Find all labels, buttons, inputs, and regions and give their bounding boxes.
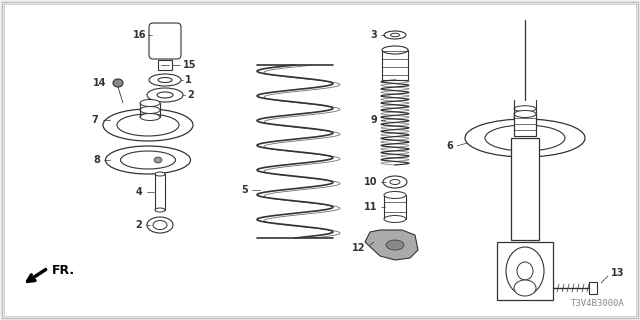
Text: 16: 16 xyxy=(133,30,147,40)
Text: 3: 3 xyxy=(371,30,377,40)
Text: 2: 2 xyxy=(187,90,194,100)
Text: 14: 14 xyxy=(93,78,106,88)
Ellipse shape xyxy=(147,217,173,233)
Ellipse shape xyxy=(390,33,399,37)
Ellipse shape xyxy=(382,46,408,54)
Ellipse shape xyxy=(155,208,165,212)
Ellipse shape xyxy=(514,132,536,138)
Bar xyxy=(382,50,408,80)
Ellipse shape xyxy=(514,106,536,112)
Text: 1: 1 xyxy=(185,75,192,85)
Text: 13: 13 xyxy=(611,268,625,278)
Text: 9: 9 xyxy=(371,115,377,125)
Ellipse shape xyxy=(383,176,407,188)
Ellipse shape xyxy=(117,114,179,136)
Ellipse shape xyxy=(485,125,565,151)
Ellipse shape xyxy=(514,110,536,117)
Ellipse shape xyxy=(103,109,193,141)
Text: 4: 4 xyxy=(135,187,142,197)
Ellipse shape xyxy=(514,123,536,129)
Ellipse shape xyxy=(514,115,536,121)
Ellipse shape xyxy=(506,247,544,295)
Ellipse shape xyxy=(390,180,400,185)
Ellipse shape xyxy=(120,151,175,169)
FancyBboxPatch shape xyxy=(149,23,181,59)
Ellipse shape xyxy=(140,107,160,114)
Text: 11: 11 xyxy=(364,202,377,212)
Text: 6: 6 xyxy=(446,141,453,151)
Bar xyxy=(514,114,536,136)
Text: 15: 15 xyxy=(183,60,196,70)
Ellipse shape xyxy=(386,240,404,250)
Ellipse shape xyxy=(384,191,406,198)
Ellipse shape xyxy=(465,119,585,157)
Ellipse shape xyxy=(517,262,533,280)
Ellipse shape xyxy=(140,114,160,121)
Bar xyxy=(384,195,406,219)
FancyBboxPatch shape xyxy=(4,4,636,316)
Text: 2: 2 xyxy=(135,220,142,230)
Polygon shape xyxy=(365,230,418,260)
Ellipse shape xyxy=(155,172,165,176)
Bar xyxy=(155,174,165,210)
Text: FR.: FR. xyxy=(52,263,75,276)
Bar xyxy=(497,242,553,300)
Ellipse shape xyxy=(106,146,191,174)
Text: 5: 5 xyxy=(241,185,248,195)
Text: T3V4B3000A: T3V4B3000A xyxy=(572,299,625,308)
Bar xyxy=(589,282,597,294)
Bar xyxy=(511,138,539,240)
Ellipse shape xyxy=(113,79,123,87)
Text: 10: 10 xyxy=(364,177,377,187)
Ellipse shape xyxy=(153,220,167,229)
Ellipse shape xyxy=(154,157,162,163)
Text: 7: 7 xyxy=(92,115,98,125)
Ellipse shape xyxy=(514,280,536,296)
Ellipse shape xyxy=(384,31,406,39)
Bar xyxy=(158,60,172,70)
Ellipse shape xyxy=(384,215,406,222)
Ellipse shape xyxy=(140,100,160,107)
Text: 8: 8 xyxy=(93,155,100,165)
Text: 12: 12 xyxy=(351,243,365,253)
